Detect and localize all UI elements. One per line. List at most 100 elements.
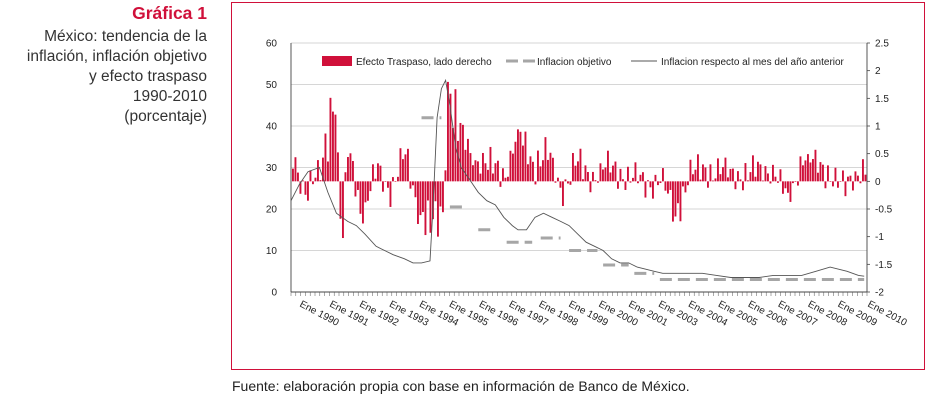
bar [334, 114, 337, 182]
bar [734, 181, 737, 190]
bar [397, 176, 399, 182]
bar [327, 161, 329, 182]
bar [509, 150, 512, 182]
caption-line-3: y efecto traspaso [88, 68, 207, 85]
bar [597, 181, 599, 183]
bar [442, 181, 444, 213]
bar [394, 181, 397, 182]
bar [602, 169, 604, 182]
bar [709, 164, 712, 182]
y-left-tick-label: 30 [266, 163, 278, 174]
bar [582, 179, 584, 182]
bar [317, 160, 319, 182]
bar [689, 159, 692, 182]
bar [369, 181, 372, 192]
bar [507, 176, 509, 182]
y-left-tick-label: 10 [266, 246, 278, 257]
bar [569, 181, 572, 185]
bar [664, 181, 667, 191]
bar [642, 172, 644, 182]
bar [497, 160, 499, 182]
legend-label-target: Inflacion objetivo [537, 57, 612, 68]
bar [674, 181, 677, 217]
bar [484, 163, 487, 182]
bar [647, 180, 649, 182]
bar [699, 179, 702, 182]
bar [549, 152, 552, 182]
y-right-tick-label: 2 [875, 66, 881, 77]
bar [624, 181, 627, 190]
bar [697, 154, 699, 182]
bar [579, 148, 582, 182]
bar [817, 172, 819, 182]
bar [752, 155, 754, 182]
bar [559, 181, 562, 188]
bar [302, 180, 304, 182]
bar [584, 165, 587, 182]
caption-line-4: 1990-2010 [132, 88, 207, 105]
bar [514, 141, 517, 182]
bar [547, 159, 549, 182]
bar [469, 153, 472, 182]
bar [807, 154, 809, 182]
bar [552, 157, 554, 182]
bar [367, 181, 369, 201]
bar [737, 171, 739, 182]
bar [429, 181, 432, 233]
source-note: Fuente: elaboración propia con base en i… [232, 378, 690, 394]
bar [694, 169, 697, 182]
bar [554, 181, 557, 183]
bar [652, 181, 654, 199]
bar [412, 181, 414, 186]
bar [522, 145, 524, 182]
bar [309, 170, 312, 182]
bar [462, 124, 464, 182]
bar [439, 181, 442, 207]
bar [654, 174, 657, 182]
y-right-tick-label: 1 [875, 122, 881, 133]
caption-line-1: México: tendencia de la [44, 28, 207, 45]
bar [387, 181, 389, 188]
bar [819, 162, 822, 182]
bar [677, 181, 679, 204]
bar [464, 149, 467, 182]
bar [637, 181, 639, 184]
y-right-tick-label: -1.5 [875, 260, 893, 271]
bar [719, 174, 722, 182]
bar [787, 181, 789, 193]
bar [364, 181, 367, 203]
bar [854, 171, 857, 182]
bar [314, 177, 317, 182]
bar [319, 180, 322, 182]
bar [679, 181, 682, 222]
bar [539, 166, 542, 182]
y-left-tick-label: 20 [266, 205, 278, 216]
bar [512, 153, 514, 182]
bar [424, 181, 427, 236]
bar [297, 172, 299, 182]
bar [452, 128, 454, 182]
bar [384, 181, 387, 182]
bar [824, 181, 827, 189]
chart-frame: 0 10 20 30 40 50 60 -2 -1.5 -1 -0.5 0 0.5 1 1.5 2 2.5 Ene… [231, 2, 925, 370]
bar [662, 168, 664, 182]
bar [454, 89, 457, 182]
bar [517, 129, 519, 182]
bar [574, 165, 577, 182]
chart-caption: Gráfica 1 México: tendencia de la inflac… [0, 2, 207, 127]
bar [372, 164, 374, 182]
bar [434, 181, 437, 202]
bar [844, 181, 847, 197]
bar [292, 168, 294, 182]
y-right-tick-label: -2 [875, 288, 884, 299]
bar [474, 160, 477, 182]
bar [482, 152, 484, 182]
legend-bar-swatch [322, 56, 352, 66]
bar [839, 181, 842, 182]
chart-number: Gráfica 1 [132, 3, 207, 23]
bar [767, 173, 769, 182]
y-right-tick-label: 0 [875, 177, 881, 188]
bar [592, 171, 594, 182]
bar [769, 181, 772, 184]
chart-svg: 0102030405060-2-1.5-1-0.500.511.522.5Ene… [266, 39, 909, 329]
